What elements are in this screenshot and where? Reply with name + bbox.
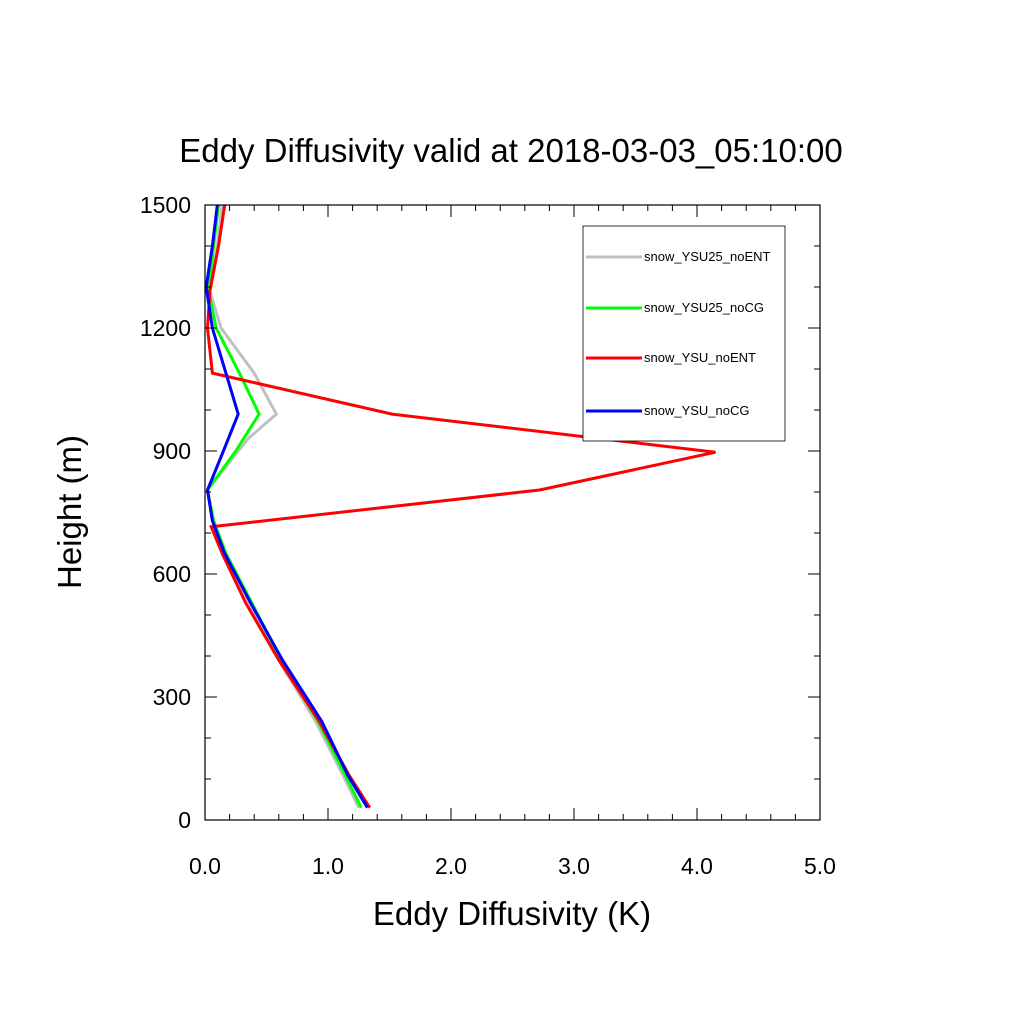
x-tick-label: 2.0: [435, 853, 467, 879]
x-tick-label: 1.0: [312, 853, 344, 879]
legend-box: [582, 225, 786, 442]
y-tick-label: 300: [153, 684, 191, 710]
y-tick-label: 900: [153, 438, 191, 464]
chart-title: Eddy Diffusivity valid at 2018-03-03_05:…: [179, 132, 842, 169]
x-tick-label: 5.0: [804, 853, 836, 879]
series-layer: [204, 204, 716, 809]
y-tick-label: 1500: [140, 192, 191, 218]
x-tick-label: 4.0: [681, 853, 713, 879]
legend: snow_YSU25_noENT snow_YSU25_noCG snow_YSU_…: [582, 225, 786, 442]
legend-label-2: snow_YSU25_noCG: [644, 300, 764, 315]
series-line-4: [204, 204, 369, 809]
y-tick-label: 600: [153, 561, 191, 587]
plot-frame: [204, 204, 821, 821]
legend-label-4: snow_YSU_noCG: [644, 403, 750, 418]
legend-label-3: snow_YSU_noENT: [644, 350, 756, 365]
ticks-layer: 0.0 1.0 2.0 3.0 4.0 5.0 0 300 600 900 1200 1500: [140, 192, 836, 879]
y-tick-label: 0: [178, 807, 191, 833]
x-tick-label: 0.0: [189, 853, 221, 879]
x-axis-label: Eddy Diffusivity (K): [373, 895, 651, 932]
x-tick-label: 3.0: [558, 853, 590, 879]
y-tick-label: 1200: [140, 315, 191, 341]
y-axis-label: Height (m): [51, 435, 88, 589]
legend-label-1: snow_YSU25_noENT: [644, 249, 771, 264]
